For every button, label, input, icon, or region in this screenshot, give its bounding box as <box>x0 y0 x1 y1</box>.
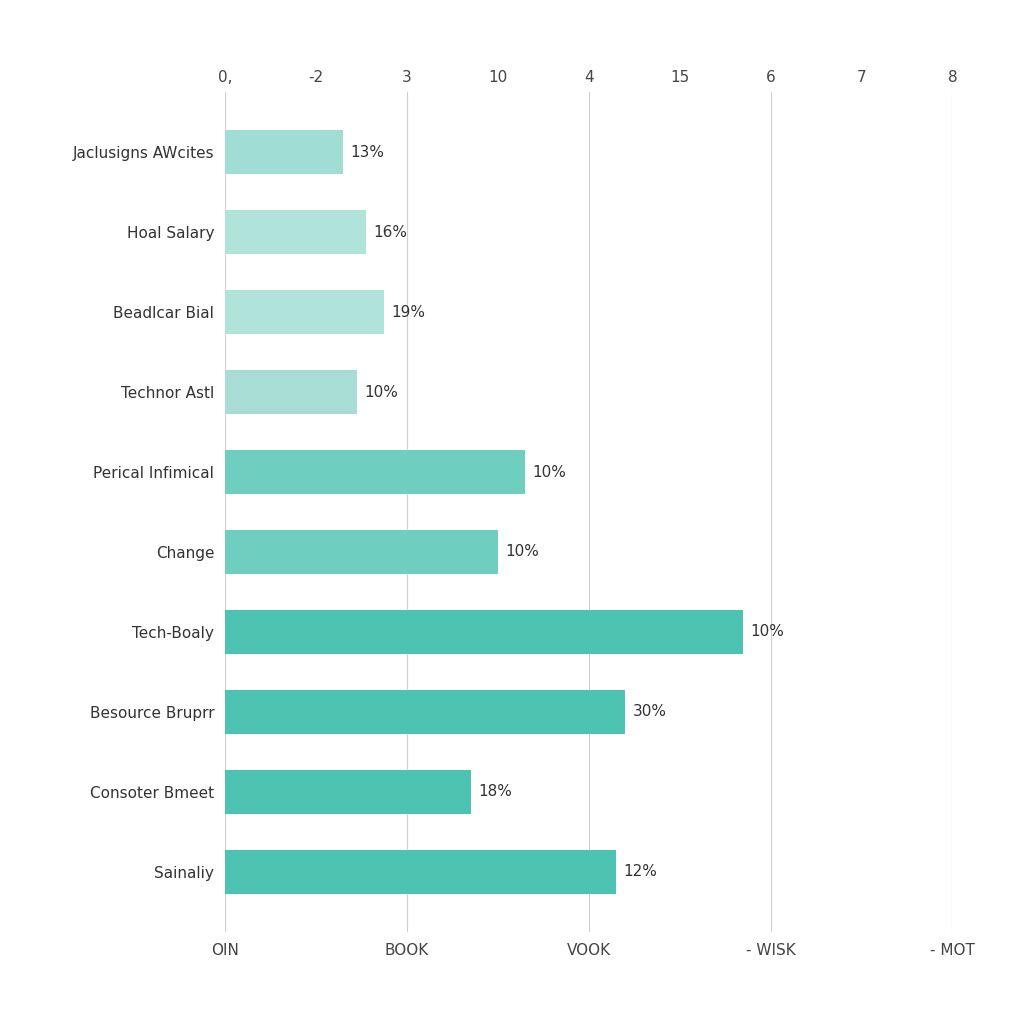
Bar <box>225 130 343 174</box>
Bar <box>225 451 525 494</box>
Text: 12%: 12% <box>624 864 657 880</box>
Text: 10%: 10% <box>532 465 566 479</box>
Bar <box>225 370 357 414</box>
Text: 10%: 10% <box>751 625 784 639</box>
Bar <box>225 690 625 734</box>
Bar <box>225 770 471 814</box>
Bar <box>225 530 498 573</box>
Text: 18%: 18% <box>478 784 512 800</box>
Bar <box>225 850 616 894</box>
Bar <box>225 610 743 654</box>
Text: 13%: 13% <box>350 144 385 160</box>
Text: 19%: 19% <box>391 305 426 319</box>
Text: 10%: 10% <box>365 385 398 399</box>
Bar <box>225 290 384 334</box>
Text: 16%: 16% <box>374 224 408 240</box>
Text: 30%: 30% <box>633 705 667 719</box>
Text: 10%: 10% <box>505 545 539 559</box>
Bar <box>225 210 367 254</box>
